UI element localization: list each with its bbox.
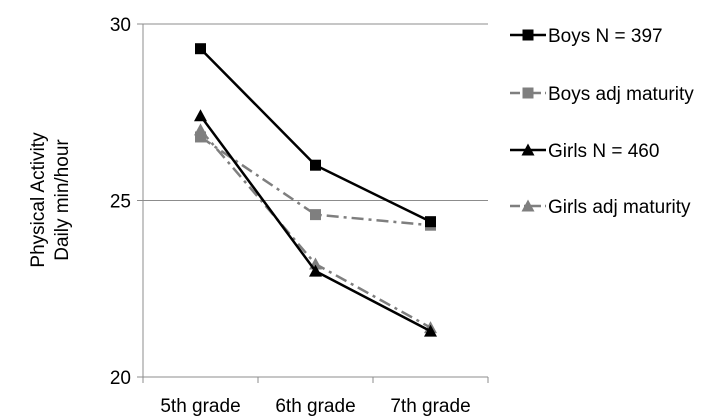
legend-marker-0 bbox=[522, 29, 534, 41]
y-tick-labels: 20 25 30 bbox=[110, 15, 131, 389]
series-line-2 bbox=[199, 115, 432, 333]
axes bbox=[137, 23, 489, 383]
series-2 bbox=[194, 109, 437, 337]
y-tick-label-2: 30 bbox=[110, 15, 131, 36]
legend-item-3: Girls adj maturity bbox=[510, 197, 691, 218]
legend-item-0: Boys N = 397 bbox=[510, 26, 663, 47]
series-3-point-0 bbox=[194, 123, 207, 136]
legend-item-2: Girls N = 460 bbox=[510, 141, 659, 162]
x-tick-label-2: 7th grade bbox=[390, 396, 470, 417]
x-tick-label-0: 5th grade bbox=[160, 396, 240, 417]
series-group bbox=[194, 43, 437, 337]
series-2-point-1 bbox=[309, 264, 322, 277]
legend-marker-2 bbox=[521, 143, 535, 156]
y-axis-title-line-2: Daily min/hour bbox=[52, 139, 73, 261]
series-1-point-0 bbox=[195, 131, 206, 143]
legend-marker-3 bbox=[521, 199, 535, 212]
series-line-3 bbox=[199, 129, 432, 329]
y-tick-label-0: 20 bbox=[110, 368, 131, 389]
gridlines bbox=[143, 23, 488, 201]
series-0 bbox=[195, 43, 436, 228]
x-tick-labels: 5th grade 6th grade 7th grade bbox=[160, 396, 470, 417]
legend-item-1: Boys adj maturity bbox=[510, 84, 694, 105]
legend-label-3: Girls adj maturity bbox=[548, 197, 691, 218]
series-2-point-0 bbox=[194, 109, 207, 122]
series-0-point-1 bbox=[310, 159, 321, 171]
series-2-point-2 bbox=[424, 324, 437, 337]
series-1-point-1 bbox=[310, 209, 321, 221]
series-0-point-0 bbox=[195, 43, 206, 55]
series-line-0 bbox=[199, 47, 432, 223]
y-axis-title-line-1: Physical Activity bbox=[28, 132, 49, 268]
legend-label-1: Boys adj maturity bbox=[548, 84, 694, 105]
y-tick-label-1: 25 bbox=[110, 192, 131, 213]
legend: Boys N = 397 Boys adj maturity Girls N = 4… bbox=[510, 26, 694, 218]
legend-marker-1 bbox=[522, 87, 534, 99]
legend-label-2: Girls N = 460 bbox=[548, 141, 659, 162]
x-tick-label-1: 6th grade bbox=[275, 396, 355, 417]
legend-label-0: Boys N = 397 bbox=[548, 26, 663, 47]
series-1 bbox=[195, 131, 436, 231]
series-0-point-2 bbox=[425, 216, 436, 228]
